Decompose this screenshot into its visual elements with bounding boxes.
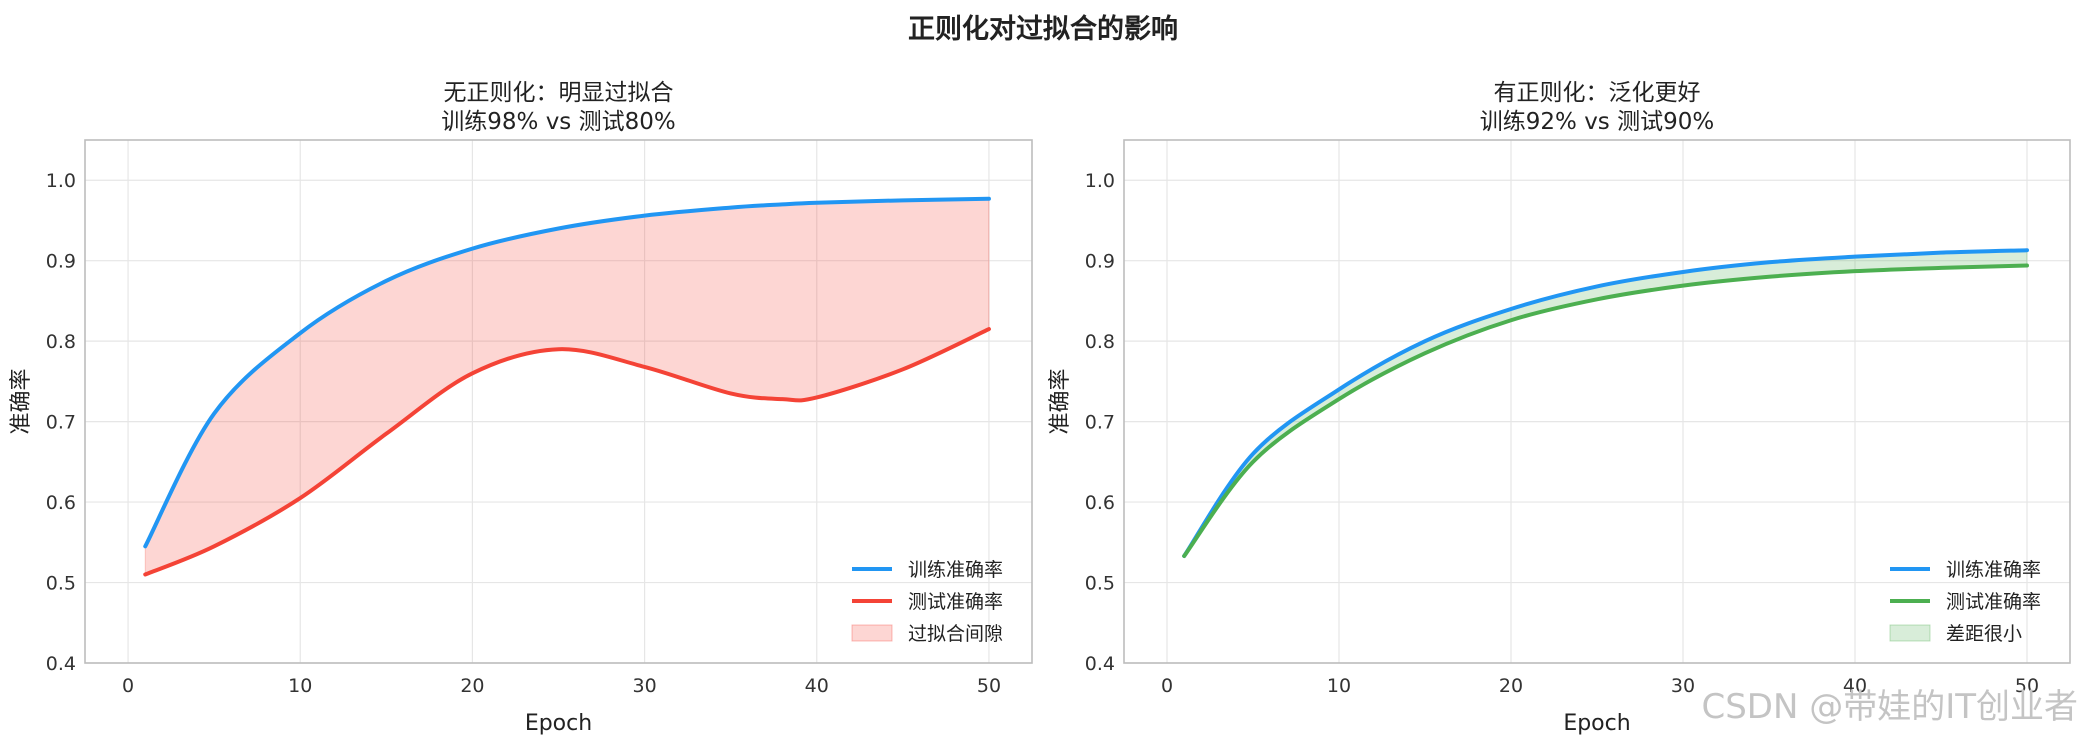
x-tick-label: 50 [977, 675, 1001, 697]
legend-patch-swatch [851, 624, 893, 642]
y-tick-label: 1.0 [46, 170, 76, 192]
x-tick-label: 10 [1327, 675, 1351, 697]
gap-fill-area [144, 198, 990, 576]
x-tick-label: 0 [122, 675, 134, 697]
series-line-train [1182, 248, 2029, 558]
y-tick-label: 0.5 [1085, 573, 1115, 595]
y-tick-label: 0.4 [1085, 653, 1115, 675]
x-tick-label: 40 [805, 675, 829, 697]
x-axis-label: Epoch [1563, 711, 1630, 736]
y-tick-label: 0.7 [1085, 412, 1115, 434]
x-tick-label: 10 [288, 675, 312, 697]
y-tick-label: 0.9 [46, 251, 76, 273]
y-tick-label: 0.9 [1085, 251, 1115, 273]
subplot-title-line: 无正则化：明显过拟合 [444, 80, 674, 106]
series-line-train [143, 196, 991, 549]
subplot-title-line: 训练92% vs 测试90% [1480, 109, 1714, 135]
x-tick-label: 20 [460, 675, 484, 697]
legend-label: 过拟合间隙 [908, 623, 1003, 645]
legend-label: 训练准确率 [1946, 559, 2041, 581]
legend-patch-swatch [1889, 624, 1931, 642]
legend-label: 差距很小 [1946, 623, 2022, 645]
x-tick-label: 30 [632, 675, 656, 697]
legend-label: 测试准确率 [1946, 591, 2041, 613]
legend-label: 测试准确率 [908, 591, 1003, 613]
subplot-title-line: 有正则化：泛化更好 [1494, 80, 1701, 106]
axes-frame [84, 139, 1033, 664]
y-tick-label: 0.4 [46, 653, 76, 675]
series-line-test [1182, 263, 2029, 558]
subplot-title-line: 训练98% vs 测试80% [441, 109, 675, 135]
x-tick-label: 40 [1843, 675, 1867, 697]
y-tick-label: 0.6 [1085, 492, 1115, 514]
x-tick-label: 30 [1671, 675, 1695, 697]
y-tick-label: 0.5 [46, 573, 76, 595]
grid [1124, 140, 2070, 664]
y-tick-label: 0.7 [46, 412, 76, 434]
series-line-test [143, 327, 991, 577]
grid [85, 140, 1032, 664]
x-tick-label: 20 [1499, 675, 1523, 697]
y-tick-label: 1.0 [1085, 170, 1115, 192]
y-axis-label: 准确率 [9, 368, 34, 434]
x-tick-label: 0 [1161, 675, 1173, 697]
watermark: CSDN @带娃的IT创业者 [1701, 687, 2078, 727]
x-axis-label: Epoch [525, 711, 592, 736]
figure-title: 正则化对过拟合的影响 [908, 13, 1178, 45]
legend-label: 训练准确率 [908, 559, 1003, 581]
y-axis-label: 准确率 [1048, 368, 1073, 434]
y-tick-label: 0.8 [1085, 331, 1115, 353]
y-tick-label: 0.8 [46, 331, 76, 353]
axes-frame [1123, 139, 2071, 664]
x-tick-label: 50 [2015, 675, 2039, 697]
y-tick-label: 0.6 [46, 492, 76, 514]
